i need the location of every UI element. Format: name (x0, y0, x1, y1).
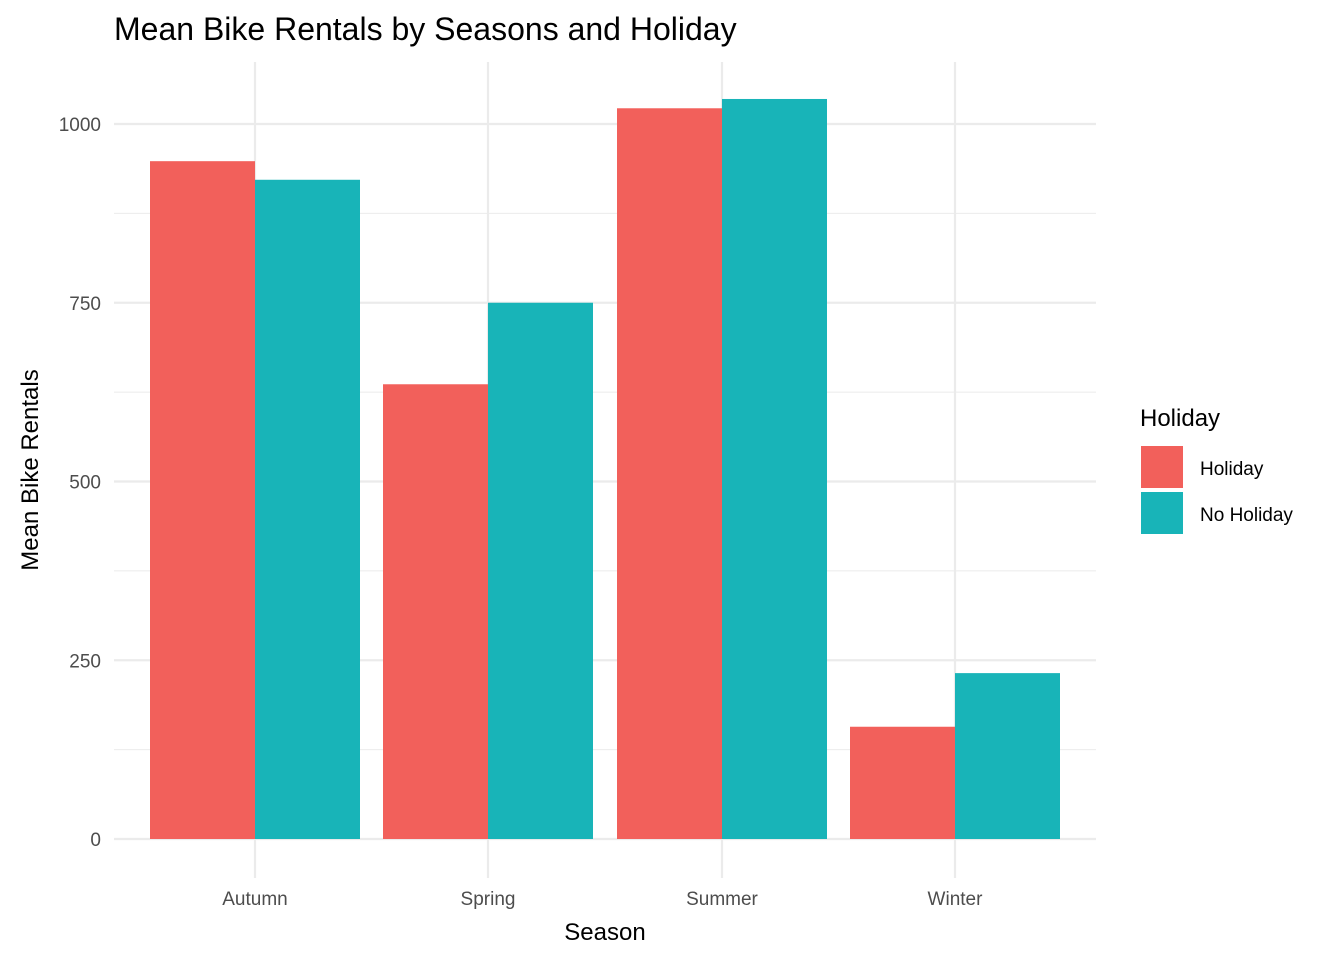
bar-winter-no-holiday (955, 673, 1060, 839)
legend-label: No Holiday (1200, 505, 1293, 526)
legend-label: Holiday (1200, 459, 1264, 480)
bar-spring-no-holiday (488, 302, 593, 839)
legend: Holiday Holiday No Holiday (1140, 405, 1293, 534)
y-tick-label: 0 (90, 830, 101, 851)
y-axis-ticks: 0 250 500 750 1000 (59, 115, 101, 851)
bar-summer-holiday (617, 108, 722, 839)
legend-items: Holiday No Holiday (1141, 446, 1293, 534)
bars (150, 98, 1060, 840)
y-tick-label: 250 (69, 651, 101, 672)
bar-summer-no-holiday (722, 98, 827, 840)
x-axis-ticks: Autumn Spring Summer Winter (222, 889, 983, 910)
y-tick-label: 1000 (59, 115, 101, 136)
legend-title: Holiday (1140, 405, 1220, 432)
x-tick-label: Winter (928, 889, 984, 910)
bar-winter-holiday (850, 726, 955, 839)
x-tick-label: Autumn (222, 889, 287, 910)
y-axis-title: Mean Bike Rentals (17, 369, 44, 570)
legend-key (1141, 446, 1183, 488)
y-tick-label: 500 (69, 473, 101, 494)
bar-autumn-holiday (150, 161, 255, 839)
bar-spring-holiday (383, 384, 488, 839)
x-tick-label: Spring (461, 889, 516, 910)
legend-key (1141, 492, 1183, 534)
x-tick-label: Summer (686, 889, 758, 910)
y-tick-label: 750 (69, 294, 101, 315)
x-axis-title: Season (564, 919, 645, 946)
bar-autumn-no-holiday (255, 179, 360, 839)
chart-title: Mean Bike Rentals by Seasons and Holiday (114, 11, 737, 47)
